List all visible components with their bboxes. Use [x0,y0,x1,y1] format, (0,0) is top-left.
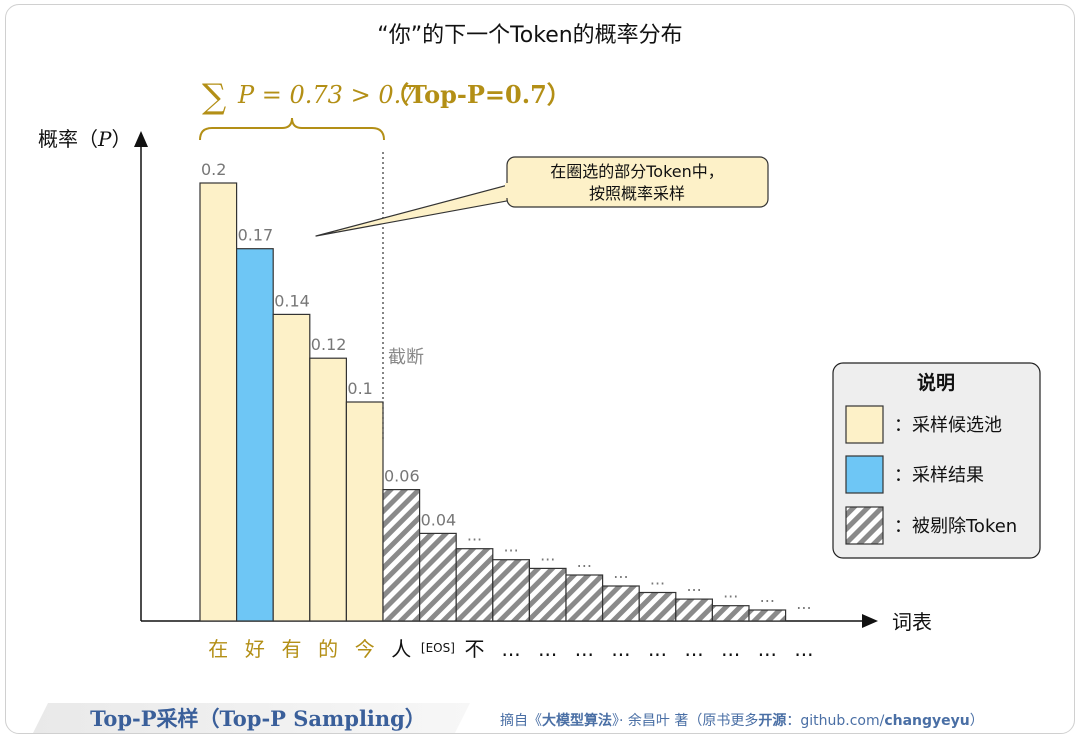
cutoff-label: 截断 [388,347,424,368]
legend-label-pool: ：采样候选池 [894,415,1002,436]
legend-label-result: ：采样结果 [894,465,984,486]
y-axis-arrow [134,131,148,147]
legend-label-removed: ：被剔除Token [894,516,1017,537]
bar-14 [675,598,713,622]
tick-label-4: 的 [318,637,338,661]
value-label-11: ... [577,552,592,571]
tick-label-13: ... [648,637,667,661]
legend-title: 说明 [917,371,955,394]
tick-label-11: ... [575,637,594,661]
value-label-15: ... [723,583,738,602]
bar-15 [711,605,750,622]
value-label-2: 0.17 [238,226,274,245]
footer: Top-P采样（Top-P Sampling） 摘自《大模型算法》· 余昌叶 著… [33,703,984,733]
value-label-4: 0.12 [311,335,347,354]
tick-label-12: ... [611,637,630,661]
x-axis-label: 词表 [892,610,932,634]
footer-banner [33,703,470,733]
tick-label-15: ... [721,637,740,661]
bar-11 [565,574,604,622]
callout-line-1: 在圈选的部分Token中， [550,162,724,181]
value-label-6: 0.06 [384,467,420,486]
footer-title: Top-P采样（Top-P Sampling） [90,706,426,731]
value-label-8: ... [467,526,482,545]
sum-symbol: ∑ [202,77,226,117]
callout-line-2: 按照概率采样 [589,184,685,203]
tick-label-2: 好 [245,637,265,661]
tick-label-10: ... [538,637,557,661]
bar-2 [236,248,274,622]
tick-label-5: 今 [355,637,375,661]
chart-title: “你”的下一个Token的概率分布 [377,23,682,48]
value-label-3: 0.14 [274,291,310,310]
value-label-trailing: ... [796,594,811,613]
bar-4 [309,357,347,622]
bar-7 [419,532,457,622]
tick-label-9: ... [502,637,521,661]
bar-9 [492,559,530,622]
bar-8 [455,548,494,622]
callout-pointer [315,183,513,237]
bar-6 [382,489,421,622]
value-label-13: ... [650,570,665,589]
legend-swatch-result [845,455,884,494]
value-label-12: ... [613,563,628,582]
tick-label-1: 在 [208,637,228,661]
value-label-16: ... [760,587,775,606]
x-axis-arrow [862,614,878,628]
y-axis-label: 概率（P） [38,127,131,151]
selection-brace [199,117,385,141]
bar-1 [199,182,238,622]
formula-expression: P = 0.73 > 0.7 [237,81,417,109]
bar-5 [345,401,384,622]
tick-label-16: ... [758,637,777,661]
callout-box [506,156,769,208]
value-label-7: 0.04 [421,510,457,529]
tick-label-7: [EOS] [421,641,455,655]
tick-label-8: 不 [465,637,485,661]
tick-label-14: ... [685,637,704,661]
top-p-formula: ∑ P = 0.73 > 0.7 （Top-P=0.7） [202,77,571,117]
value-label-14: ... [686,576,701,595]
footer-credit: 摘自《大模型算法》· 余昌叶 著（原书更多开源：github.com/chang… [500,712,984,729]
bar-10 [528,567,567,622]
bar-12 [601,585,640,622]
legend-box [832,362,1041,559]
value-label-10: ... [540,545,555,564]
value-label-5: 0.1 [347,379,372,398]
value-label-1: 0.2 [201,160,226,179]
legend-swatch-removed [845,506,884,545]
tick-label-trailing: ... [794,637,813,661]
bar-13 [638,591,677,622]
bar-16 [748,609,787,622]
bar-3 [272,313,311,622]
value-label-9: ... [503,537,518,556]
sampling-callout: 在圈选的部分Token中， 按照概率采样 [315,156,769,237]
legend: 说明 ：采样候选池 ：采样结果 ：被剔除Token [832,362,1041,559]
legend-swatch-pool [845,405,884,444]
tick-label-6: 人 [391,637,411,661]
formula-threshold: （Top-P=0.7） [385,80,571,109]
tick-label-3: 有 [282,637,302,661]
